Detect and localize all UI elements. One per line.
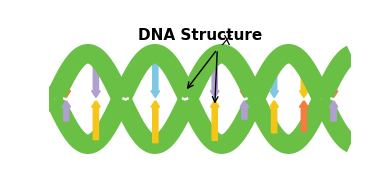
FancyArrow shape (240, 79, 249, 98)
FancyArrow shape (329, 77, 338, 98)
FancyArrow shape (92, 58, 100, 98)
FancyArrow shape (92, 100, 100, 140)
FancyArrow shape (210, 58, 219, 98)
FancyArrow shape (240, 100, 249, 119)
FancyArrow shape (270, 65, 278, 98)
FancyArrow shape (270, 100, 278, 133)
FancyArrow shape (300, 66, 308, 98)
FancyArrow shape (62, 77, 71, 98)
Text: X: X (222, 34, 231, 48)
FancyArrow shape (300, 100, 308, 132)
FancyArrow shape (151, 55, 160, 98)
FancyArrow shape (210, 100, 219, 140)
FancyArrow shape (62, 100, 71, 121)
Text: DNA Structure: DNA Structure (138, 28, 262, 43)
FancyArrow shape (151, 100, 160, 143)
FancyArrow shape (329, 100, 338, 121)
